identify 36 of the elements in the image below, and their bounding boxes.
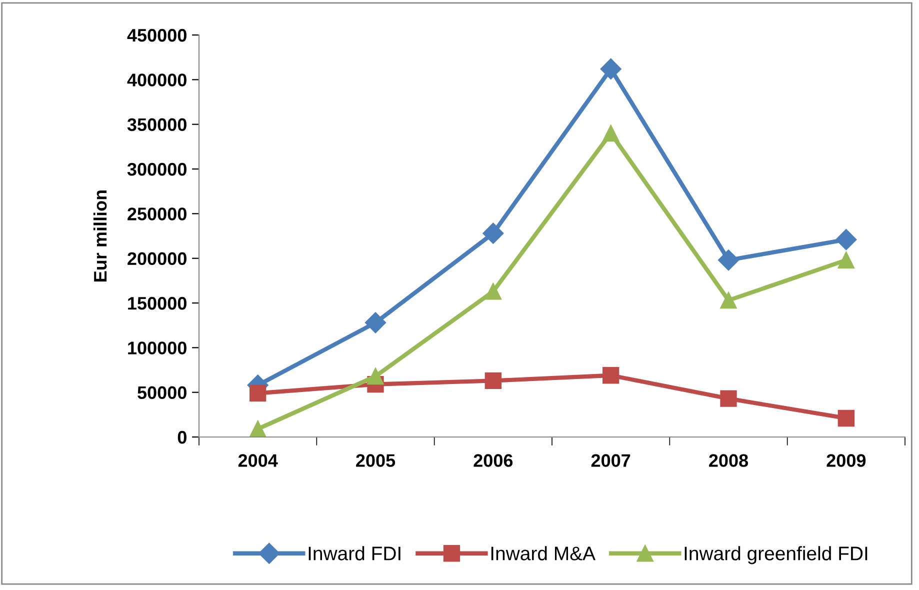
point <box>602 367 620 384</box>
point <box>838 252 854 268</box>
point <box>718 250 740 271</box>
point <box>250 420 266 437</box>
y-tick-label: 0 <box>178 430 186 444</box>
point <box>836 229 857 250</box>
point <box>367 368 384 385</box>
x-tick-label: 2009 <box>826 454 866 467</box>
y-tick-label: 200000 <box>128 252 186 266</box>
y-tick-label: 450000 <box>127 28 186 42</box>
point <box>484 283 502 300</box>
y-tick-label: 350000 <box>127 118 186 132</box>
x-tick-label: 2005 <box>356 454 396 467</box>
point <box>720 390 737 407</box>
x-tick-label: 2006 <box>474 454 513 467</box>
y-tick-label: 100000 <box>128 342 186 354</box>
x-tick-label: 2008 <box>709 454 748 467</box>
point <box>250 384 266 402</box>
y-tick-label: 300000 <box>127 162 186 176</box>
y-axis-title: Eur million <box>93 190 107 282</box>
x-tick-label: 2004 <box>238 454 278 467</box>
y-tick-label: 250000 <box>128 208 186 220</box>
y-tick-label: 150000 <box>128 296 186 310</box>
point <box>482 222 504 244</box>
point <box>602 124 620 142</box>
point <box>600 58 622 80</box>
point <box>364 312 386 334</box>
legend-label: Inward FDI <box>308 546 400 560</box>
point <box>838 410 854 427</box>
point <box>720 292 737 309</box>
legend-label: Inward greenfield FDI <box>684 546 868 564</box>
point <box>484 372 502 390</box>
legend-label: Inward M&A <box>491 546 596 560</box>
y-tick-label: 50000 <box>138 386 186 400</box>
x-tick-label: 2007 <box>591 454 630 467</box>
y-tick-label: 400000 <box>127 74 186 86</box>
